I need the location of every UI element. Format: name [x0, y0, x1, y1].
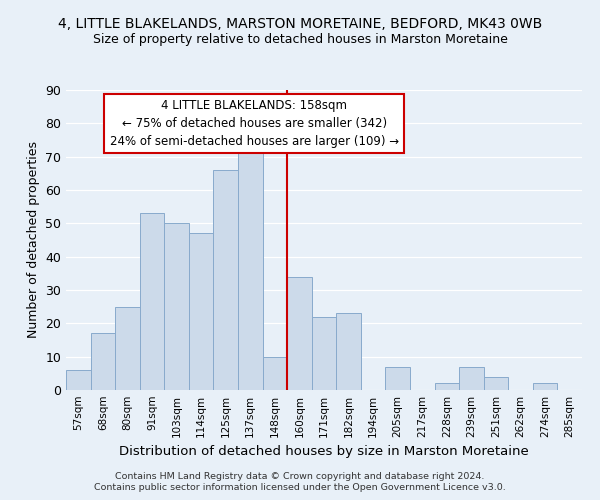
Text: Size of property relative to detached houses in Marston Moretaine: Size of property relative to detached ho… [92, 32, 508, 46]
Bar [164, 224, 189, 390]
Bar [385, 366, 410, 390]
Text: Contains HM Land Registry data © Crown copyright and database right 2024.: Contains HM Land Registry data © Crown c… [115, 472, 485, 481]
Bar [287, 276, 312, 390]
Bar [91, 334, 115, 390]
Bar [434, 384, 459, 390]
Bar [312, 316, 336, 390]
Bar [336, 314, 361, 390]
Bar [214, 170, 238, 390]
Text: 4 LITTLE BLAKELANDS: 158sqm
← 75% of detached houses are smaller (342)
24% of se: 4 LITTLE BLAKELANDS: 158sqm ← 75% of det… [110, 99, 399, 148]
Bar [115, 306, 140, 390]
Bar [140, 214, 164, 390]
Bar [189, 234, 214, 390]
Bar [459, 366, 484, 390]
Bar [484, 376, 508, 390]
Bar [66, 370, 91, 390]
Text: Contains public sector information licensed under the Open Government Licence v3: Contains public sector information licen… [94, 484, 506, 492]
Bar [238, 140, 263, 390]
Y-axis label: Number of detached properties: Number of detached properties [26, 142, 40, 338]
X-axis label: Distribution of detached houses by size in Marston Moretaine: Distribution of detached houses by size … [119, 446, 529, 458]
Text: 4, LITTLE BLAKELANDS, MARSTON MORETAINE, BEDFORD, MK43 0WB: 4, LITTLE BLAKELANDS, MARSTON MORETAINE,… [58, 18, 542, 32]
Bar [263, 356, 287, 390]
Bar [533, 384, 557, 390]
